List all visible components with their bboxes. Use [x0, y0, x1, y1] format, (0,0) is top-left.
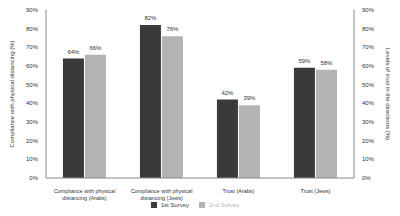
svg-text:58%: 58%: [320, 60, 333, 66]
svg-text:Compliance with physicaldistan: Compliance with physicaldistancing (Arab…: [54, 188, 116, 201]
svg-text:66%: 66%: [89, 45, 102, 51]
svg-text:90%: 90%: [26, 7, 39, 13]
html-text:2nd Survey: 2nd Survey: [209, 202, 240, 208]
svg-text:60%: 60%: [26, 63, 39, 69]
html-text:1st Survey: 1st Survey: [160, 202, 189, 208]
svg-text:30%: 30%: [26, 119, 39, 125]
svg-text:64%: 64%: [67, 49, 80, 55]
svg-text:59%: 59%: [298, 58, 311, 64]
svg-text:50%: 50%: [26, 82, 39, 88]
svg-text:40%: 40%: [362, 100, 375, 106]
svg-text:60%: 60%: [362, 63, 375, 69]
svg-text:Levels of trust in the directi: Levels of trust in the directions (%): [385, 48, 391, 140]
svg-text:30%: 30%: [362, 119, 375, 125]
svg-text:10%: 10%: [362, 156, 375, 162]
svg-text:Trust (Arabs): Trust (Arabs): [223, 188, 255, 194]
svg-text:0%: 0%: [29, 175, 38, 181]
svg-text:76%: 76%: [166, 26, 179, 32]
svg-text:10%: 10%: [26, 156, 39, 162]
svg-text:20%: 20%: [362, 138, 375, 144]
svg-text:90%: 90%: [362, 7, 375, 13]
svg-text:80%: 80%: [26, 26, 39, 32]
svg-text:39%: 39%: [243, 95, 256, 101]
svg-text:40%: 40%: [26, 100, 39, 106]
svg-text:20%: 20%: [26, 138, 39, 144]
svg-text:70%: 70%: [362, 44, 375, 50]
svg-text:82%: 82%: [144, 15, 157, 21]
svg-text:42%: 42%: [221, 90, 234, 96]
svg-text:70%: 70%: [26, 44, 39, 50]
svg-text:50%: 50%: [362, 82, 375, 88]
svg-text:Trust (Jews): Trust (Jews): [300, 188, 330, 194]
svg-text:0%: 0%: [362, 175, 371, 181]
svg-text:Compliance with physical dista: Compliance with physical distancing (%): [9, 40, 15, 147]
svg-text:80%: 80%: [362, 26, 375, 32]
svg-text:Compliance with physicaldistan: Compliance with physicaldistancing (Jews…: [131, 188, 193, 201]
